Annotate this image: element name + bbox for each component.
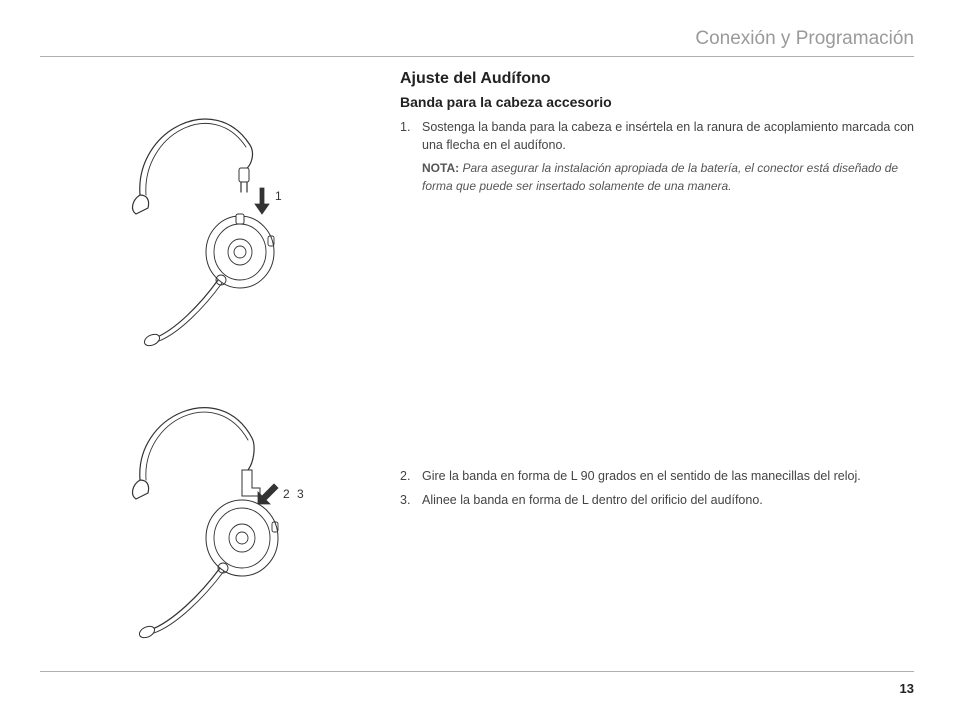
callout-3-label: 3 xyxy=(297,487,304,501)
footer-rule xyxy=(40,671,914,672)
step-3: 3. Alinee la banda en forma de L dentro … xyxy=(400,491,914,509)
step-2: 2. Gire la banda en forma de L 90 grados… xyxy=(400,467,914,485)
callout-2-label: 2 xyxy=(283,487,290,501)
step-number: 2. xyxy=(400,467,422,485)
manual-page: Conexión y Programación 1 xyxy=(0,0,954,716)
headset-insert-illustration: 1 xyxy=(100,80,330,350)
page-number: 13 xyxy=(900,681,914,696)
illustration-column: 1 xyxy=(40,70,390,656)
headset-rotate-illustration: 2 3 xyxy=(100,370,330,640)
section-heading: Ajuste del Audífono xyxy=(400,70,914,88)
step-text: Alinee la banda en forma de L dentro del… xyxy=(422,491,914,509)
step-list-upper: 1. Sostenga la banda para la cabeza e in… xyxy=(400,118,914,195)
section-header: Conexión y Programación xyxy=(695,28,914,50)
step-1: 1. Sostenga la banda para la cabeza e in… xyxy=(400,118,914,154)
step-text: Gire la banda en forma de L 90 grados en… xyxy=(422,467,914,485)
content-area: 1 xyxy=(40,70,914,656)
step-number: 3. xyxy=(400,491,422,509)
note-body: Para asegurar la instalación apropiada d… xyxy=(422,161,898,192)
note-block: NOTA: Para asegurar la instalación aprop… xyxy=(422,160,914,195)
callout-1-label: 1 xyxy=(275,189,282,203)
section-subheading: Banda para la cabeza accesorio xyxy=(400,94,914,110)
header-rule xyxy=(40,56,914,57)
note-label: NOTA: xyxy=(422,161,459,175)
step-list-lower: 2. Gire la banda en forma de L 90 grados… xyxy=(400,467,914,509)
text-column: Ajuste del Audífono Banda para la cabeza… xyxy=(390,70,914,656)
step-number: 1. xyxy=(400,118,422,154)
step-text: Sostenga la banda para la cabeza e insér… xyxy=(422,118,914,154)
